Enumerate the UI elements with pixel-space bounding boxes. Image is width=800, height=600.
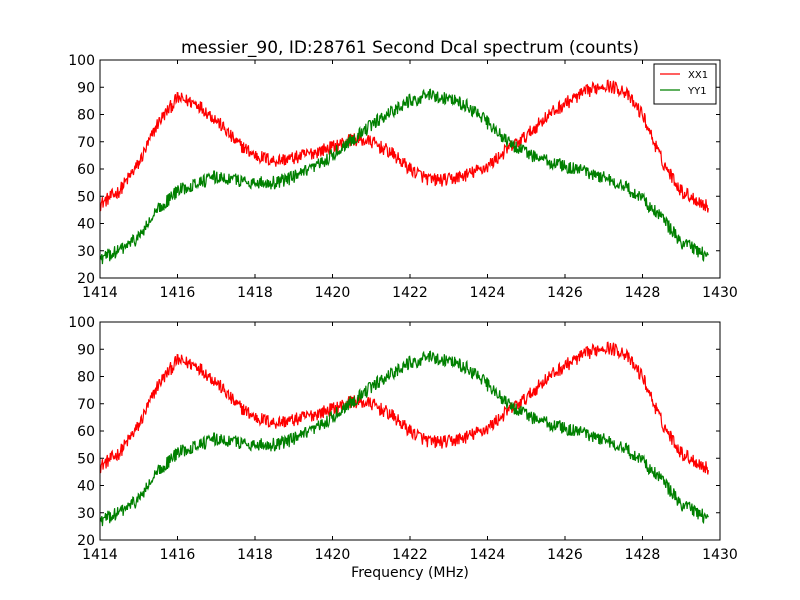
- x-tick-label: 1420: [315, 285, 351, 301]
- upper-spectrum-plot: 1414 1416 1418 1420 1422 1424 1426 1428 1430 20 30…: [68, 53, 738, 301]
- y-tick-label: 80: [77, 108, 95, 124]
- x-tick-label: 1414: [82, 547, 118, 563]
- x-tick-label: 1418: [237, 547, 273, 563]
- y-tick-label: 80: [77, 370, 95, 386]
- y-tick-label: 70: [77, 397, 95, 413]
- series-line-series-0: [100, 341, 709, 475]
- y-tick-label: 70: [77, 135, 95, 151]
- y-tick-label: 20: [77, 271, 95, 287]
- plot-area-series: [100, 341, 709, 527]
- series-line-yy1: [100, 88, 709, 265]
- y-tick-label: 100: [68, 53, 95, 69]
- y-tick-label: 90: [77, 80, 95, 96]
- x-tick-label: 1420: [315, 547, 351, 563]
- x-tick-label: 1422: [392, 285, 428, 301]
- series-line-series-1: [100, 350, 709, 527]
- series-line-xx1: [100, 79, 709, 213]
- y-tick-label: 40: [77, 479, 95, 495]
- y-tick-label: 90: [77, 342, 95, 358]
- x-tick-label: 1424: [470, 285, 506, 301]
- x-tick-label: 1422: [392, 547, 428, 563]
- x-tick-label: 1430: [702, 547, 738, 563]
- y-tick-label: 50: [77, 189, 95, 205]
- y-tick-label: 50: [77, 451, 95, 467]
- y-tick-label: 40: [77, 217, 95, 233]
- y-tick-label: 60: [77, 162, 95, 178]
- x-tick-label: 1428: [625, 547, 661, 563]
- x-tick-label: 1426: [547, 285, 583, 301]
- legend-box: [653, 63, 717, 105]
- legend-label-yy1: YY1: [687, 86, 707, 97]
- x-tick-label: 1426: [547, 547, 583, 563]
- x-tick-label: 1418: [237, 285, 273, 301]
- plot-area-series: [100, 79, 709, 265]
- y-tick-label: 30: [77, 506, 95, 522]
- figure-title: messier_90, ID:28761 Second Dcal spectru…: [181, 38, 639, 58]
- x-axis-label: Frequency (MHz): [351, 565, 469, 581]
- x-tick-label: 1424: [470, 547, 506, 563]
- x-tick-label: 1416: [160, 285, 196, 301]
- x-tick-label: 1416: [160, 547, 196, 563]
- lower-spectrum-plot: 1414 1416 1418 1420 1422 1424 1426 1428 1430 20 30…: [68, 315, 738, 563]
- legend-label-xx1: XX1: [688, 70, 708, 81]
- x-tick-label: 1414: [82, 285, 118, 301]
- x-tick-label: 1430: [702, 285, 738, 301]
- y-tick-label: 60: [77, 424, 95, 440]
- x-tick-label: 1428: [625, 285, 661, 301]
- y-tick-label: 30: [77, 244, 95, 260]
- y-tick-label: 20: [77, 533, 95, 549]
- y-tick-label: 100: [68, 315, 95, 331]
